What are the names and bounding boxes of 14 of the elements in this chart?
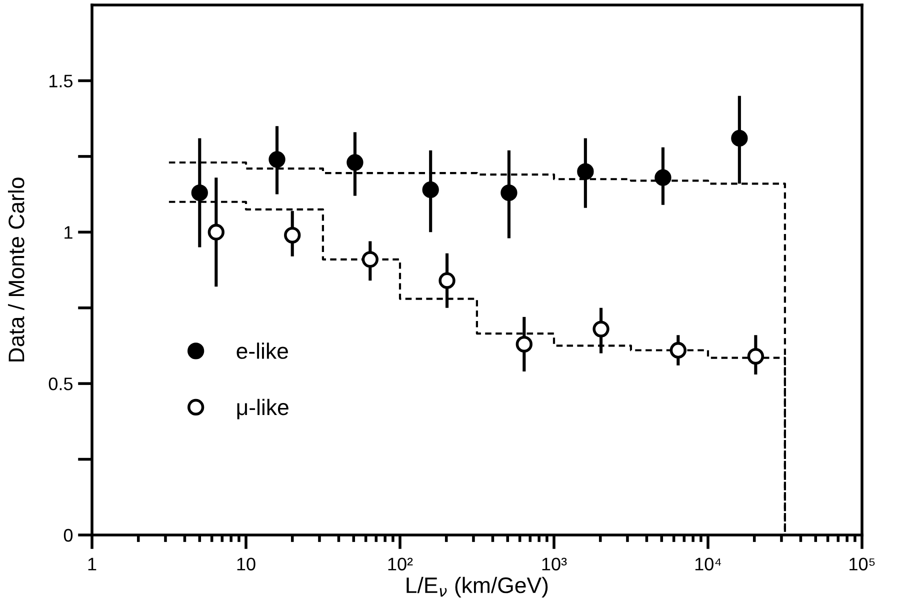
y-tick-label: 1 <box>64 226 72 239</box>
legend-label: μ-like <box>237 398 288 420</box>
x-tick-label: 10² <box>388 558 413 570</box>
x-tick-label: 1 <box>88 558 96 570</box>
legend-label: e-like <box>236 342 288 359</box>
y-tick-label: 0 <box>64 528 73 542</box>
x-tick-label: 10³ <box>542 558 567 570</box>
x-tick-label: 10 <box>237 558 256 570</box>
x-tick-label: 10⁴ <box>695 558 722 570</box>
x-tick-label: 10⁵ <box>850 558 875 570</box>
y-tick-label: 0.5 <box>48 378 72 390</box>
y-axis-title: Data / Monte Carlo <box>8 178 24 362</box>
x-axis-title: L/E$_{ν}$ (km/GeV) <box>406 576 548 598</box>
y-tick-label: 1.5 <box>50 74 72 88</box>
